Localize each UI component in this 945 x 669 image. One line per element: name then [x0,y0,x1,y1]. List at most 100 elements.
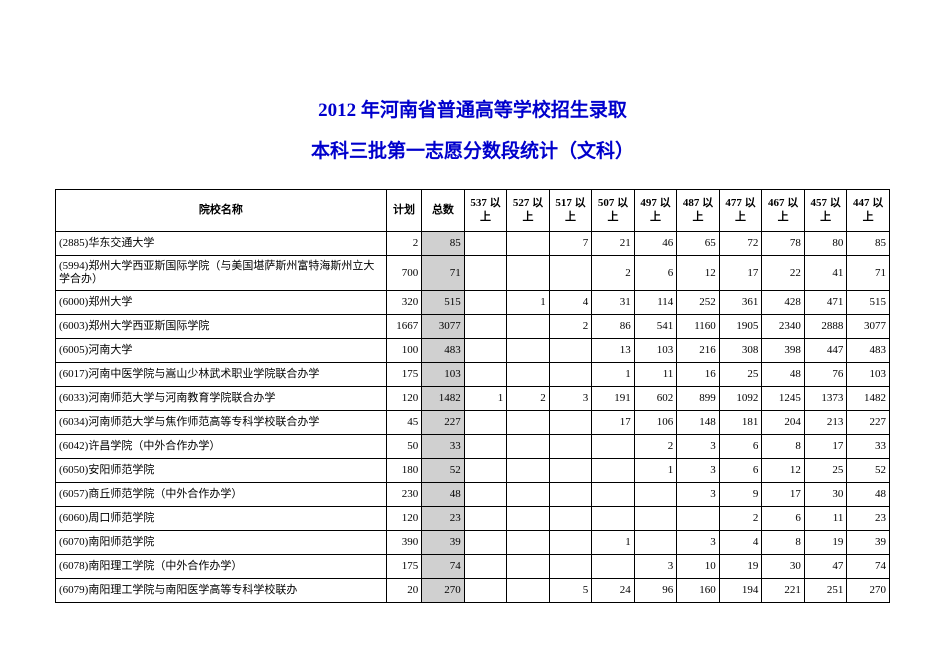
cell-score: 12 [677,256,720,291]
cell-score: 602 [634,387,677,411]
cell-score: 17 [592,411,635,435]
cell-score [549,459,592,483]
cell-score [507,315,550,339]
cell-score [592,435,635,459]
cell-score: 52 [847,459,890,483]
cell-plan: 120 [386,507,421,531]
cell-total: 39 [422,531,465,555]
cell-total: 23 [422,507,465,531]
cell-score: 103 [634,339,677,363]
table-row: (6070)南阳师范学院3903913481939 [56,531,890,555]
cell-score: 3 [634,555,677,579]
cell-score: 76 [804,363,847,387]
table-header-row: 院校名称 计划 总数 537 以上 527 以上 517 以上 507 以上 4… [56,190,890,232]
table-body: (2885)华东交通大学285721466572788085(5994)郑州大学… [56,232,890,603]
cell-score [464,232,507,256]
cell-score: 1245 [762,387,805,411]
cell-score: 6 [719,459,762,483]
header-score-8: 457 以上 [804,190,847,232]
cell-score: 11 [634,363,677,387]
cell-score [507,459,550,483]
cell-score [549,411,592,435]
cell-score [549,531,592,555]
cell-score: 16 [677,363,720,387]
cell-score: 78 [762,232,805,256]
cell-score: 1 [592,363,635,387]
cell-score [592,555,635,579]
cell-score: 17 [719,256,762,291]
cell-total: 33 [422,435,465,459]
cell-total: 270 [422,579,465,603]
cell-name: (6079)南阳理工学院与南阳医学高等专科学校联办 [56,579,387,603]
table-row: (6000)郑州大学3205151431114252361428471515 [56,291,890,315]
cell-name: (6033)河南师范大学与河南教育学院联合办学 [56,387,387,411]
cell-score: 2 [719,507,762,531]
cell-score [464,339,507,363]
cell-score: 148 [677,411,720,435]
cell-score: 160 [677,579,720,603]
table-row: (6050)安阳师范学院18052136122552 [56,459,890,483]
cell-score: 1905 [719,315,762,339]
header-score-6: 477 以上 [719,190,762,232]
header-plan: 计划 [386,190,421,232]
cell-score: 65 [677,232,720,256]
cell-score [592,459,635,483]
cell-score: 2 [507,387,550,411]
cell-total: 483 [422,339,465,363]
cell-score [549,483,592,507]
cell-score [549,256,592,291]
cell-score: 471 [804,291,847,315]
cell-score: 3077 [847,315,890,339]
cell-score: 213 [804,411,847,435]
cell-score: 2 [549,315,592,339]
cell-score: 1 [634,459,677,483]
cell-total: 71 [422,256,465,291]
header-total: 总数 [422,190,465,232]
cell-score [549,339,592,363]
header-score-3: 507 以上 [592,190,635,232]
cell-score: 270 [847,579,890,603]
cell-score: 80 [804,232,847,256]
cell-score [507,363,550,387]
cell-score: 221 [762,579,805,603]
cell-score [507,232,550,256]
cell-score [464,315,507,339]
cell-name: (5994)郑州大学西亚斯国际学院（与美国堪萨斯州富特海斯州立大学合办） [56,256,387,291]
cell-score: 86 [592,315,635,339]
cell-score: 1 [507,291,550,315]
cell-total: 85 [422,232,465,256]
cell-score [549,555,592,579]
header-score-7: 467 以上 [762,190,805,232]
cell-score: 39 [847,531,890,555]
cell-score: 194 [719,579,762,603]
page-title-line1: 2012 年河南省普通高等学校招生录取 [55,95,890,122]
cell-score: 2888 [804,315,847,339]
cell-score: 181 [719,411,762,435]
cell-score: 1160 [677,315,720,339]
cell-score: 23 [847,507,890,531]
cell-score: 22 [762,256,805,291]
cell-score [634,531,677,555]
table-row: (6033)河南师范大学与河南教育学院联合办学12014821231916028… [56,387,890,411]
header-score-9: 447 以上 [847,190,890,232]
table-row: (6060)周口师范学院12023261123 [56,507,890,531]
cell-score: 8 [762,435,805,459]
cell-score: 17 [762,483,805,507]
cell-score: 31 [592,291,635,315]
page-title-line2: 本科三批第一志愿分数段统计（文科） [55,136,890,163]
table-row: (6057)商丘师范学院（中外合作办学）2304839173048 [56,483,890,507]
cell-score: 9 [719,483,762,507]
cell-score [549,435,592,459]
header-score-1: 527 以上 [507,190,550,232]
cell-name: (6034)河南师范大学与焦作师范高等专科学校联合办学 [56,411,387,435]
cell-score: 2340 [762,315,805,339]
cell-score: 447 [804,339,847,363]
cell-total: 74 [422,555,465,579]
cell-score [634,507,677,531]
table-row: (6078)南阳理工学院（中外合作办学）1757431019304774 [56,555,890,579]
cell-total: 48 [422,483,465,507]
cell-score: 25 [804,459,847,483]
cell-plan: 100 [386,339,421,363]
cell-score: 24 [592,579,635,603]
cell-score: 515 [847,291,890,315]
